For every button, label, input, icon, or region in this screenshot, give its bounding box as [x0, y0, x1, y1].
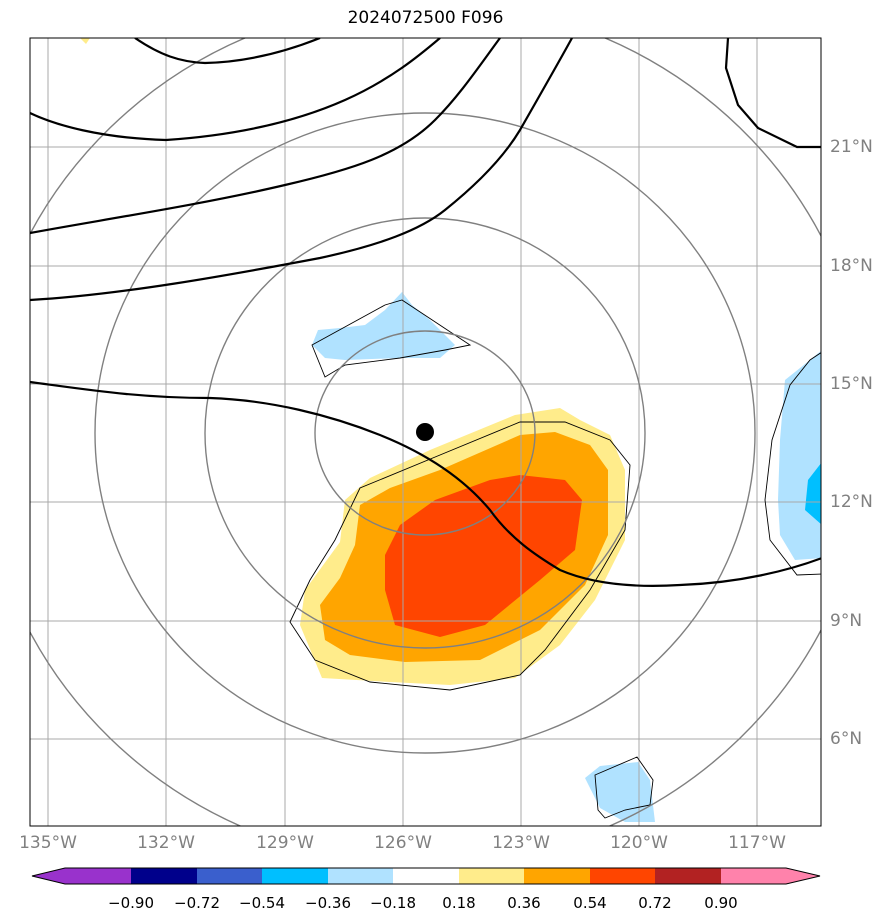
colorbar-segment: [393, 868, 459, 884]
shade-negative-018-east: [778, 350, 821, 560]
lat-label: 18°N: [830, 256, 873, 276]
shaded-anomaly: [80, 38, 821, 822]
lat-label: 12°N: [830, 492, 873, 512]
lat-label: 15°N: [830, 374, 873, 394]
colorbar-tick-label: −0.36: [305, 894, 351, 912]
lon-label: 123°W: [492, 833, 550, 853]
colorbar-segment: [721, 868, 786, 884]
colorbar-extend-high: [786, 868, 820, 884]
gray-contours: [30, 38, 821, 826]
shade-negative-018-north: [312, 292, 455, 360]
thin-contours: [289, 299, 821, 819]
colorbar-tick-label: −0.72: [174, 894, 220, 912]
colorbar-segment: [328, 868, 393, 884]
colorbar-tick-label: 0.90: [704, 894, 738, 912]
colorbar-segment: [65, 868, 131, 884]
graticule: [30, 38, 821, 826]
map-frame: [29, 37, 822, 827]
colorbar-tick-label: 0.36: [507, 894, 541, 912]
lon-label: 129°W: [256, 833, 314, 853]
colorbar-segment: [131, 868, 197, 884]
colorbar-tick-label: −0.18: [370, 894, 416, 912]
lat-label: 21°N: [830, 137, 873, 157]
colorbar-tick-label: −0.90: [108, 894, 154, 912]
lat-label: 9°N: [830, 611, 863, 631]
colorbar-tick-label: 0.54: [573, 894, 607, 912]
colorbar-extend-low: [32, 868, 65, 884]
lon-label: 135°W: [19, 833, 77, 853]
lat-label: 6°N: [830, 729, 863, 749]
bold-contours: [30, 38, 821, 587]
map-title: 2024072500 F096: [347, 8, 504, 28]
lon-label: 132°W: [137, 833, 195, 853]
storm-center-dot: [416, 423, 434, 441]
shade-negative-018-south: [585, 762, 655, 822]
colorbar-segment: [459, 868, 524, 884]
shade-negative-036-east: [805, 463, 821, 525]
shade-positive-top-corner: [80, 38, 90, 44]
colorbar-segment: [524, 868, 590, 884]
colorbar-segment: [197, 868, 262, 884]
lon-label: 117°W: [728, 833, 786, 853]
lon-label: 126°W: [374, 833, 432, 853]
colorbar-segment: [262, 868, 328, 884]
lon-label: 120°W: [610, 833, 668, 853]
colorbar-tick-label: −0.54: [239, 894, 285, 912]
colorbar: [31, 867, 821, 885]
colorbar-segment: [655, 868, 721, 884]
colorbar-segment: [590, 868, 655, 884]
colorbar-tick-label: 0.72: [638, 894, 672, 912]
shade-positive-072: [385, 475, 582, 637]
colorbar-tick-label: 0.18: [442, 894, 476, 912]
